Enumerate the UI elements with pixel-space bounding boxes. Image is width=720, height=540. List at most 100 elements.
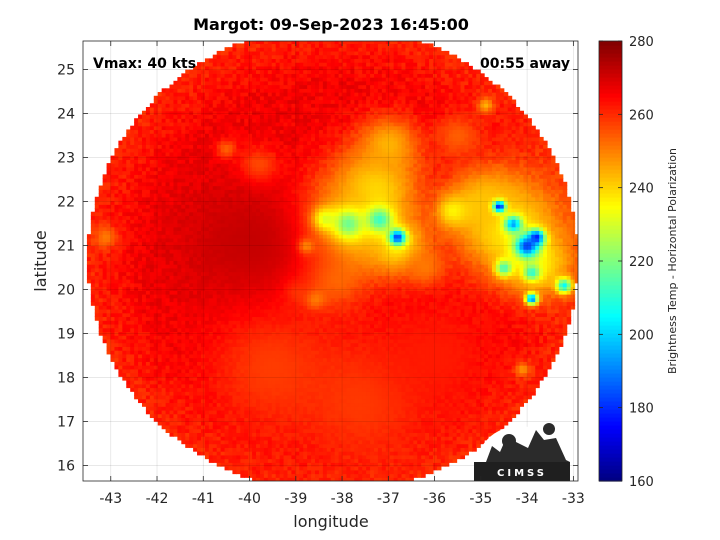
swath-pixel bbox=[452, 439, 458, 445]
swath-pixel bbox=[460, 297, 466, 303]
swath-pixel bbox=[358, 394, 363, 400]
swath-pixel bbox=[417, 409, 422, 415]
swath-pixel bbox=[401, 439, 407, 445]
swath-pixel bbox=[425, 462, 430, 467]
swath-pixel bbox=[503, 305, 509, 310]
swath-pixel bbox=[232, 372, 237, 377]
swath-pixel bbox=[307, 473, 312, 478]
swath-pixel bbox=[220, 391, 226, 396]
swath-pixel bbox=[232, 301, 237, 306]
swath-pixel bbox=[385, 409, 391, 415]
swath-pixel bbox=[244, 394, 249, 400]
swath-pixel bbox=[295, 402, 300, 407]
swath-pixel bbox=[307, 443, 312, 448]
swath-pixel bbox=[248, 320, 253, 325]
swath-pixel bbox=[193, 406, 198, 411]
swath-pixel bbox=[499, 421, 505, 426]
swath-pixel bbox=[385, 320, 391, 325]
swath-pixel bbox=[177, 316, 182, 321]
swath-pixel bbox=[267, 424, 273, 430]
swath-pixel bbox=[185, 372, 190, 377]
swath-pixel bbox=[381, 451, 387, 456]
swath-pixel bbox=[409, 466, 414, 471]
swath-pixel bbox=[311, 372, 316, 377]
swath-pixel bbox=[145, 376, 151, 381]
swath-pixel bbox=[436, 380, 442, 385]
swath-pixel bbox=[228, 301, 234, 306]
swath-pixel bbox=[252, 383, 257, 389]
swath-pixel bbox=[256, 308, 261, 314]
swath-pixel bbox=[507, 353, 513, 359]
swath-pixel bbox=[200, 428, 206, 433]
swath-pixel bbox=[248, 424, 253, 430]
swath-pixel bbox=[299, 320, 304, 325]
swath-pixel bbox=[334, 466, 340, 471]
swath-pixel bbox=[263, 335, 269, 340]
swath-pixel bbox=[523, 376, 528, 381]
swath-pixel bbox=[413, 372, 418, 377]
swath-pixel bbox=[346, 402, 351, 407]
swath-pixel bbox=[275, 368, 281, 374]
swath-pixel bbox=[484, 316, 489, 321]
swath-pixel bbox=[401, 383, 407, 389]
swath-pixel bbox=[484, 428, 489, 433]
swath-pixel bbox=[149, 387, 155, 392]
swath-pixel bbox=[523, 357, 528, 362]
swath-pixel bbox=[259, 443, 265, 448]
swath-pixel bbox=[515, 372, 521, 377]
swath-pixel bbox=[562, 297, 568, 303]
swath-pixel bbox=[342, 312, 348, 318]
swath-pixel bbox=[98, 316, 104, 321]
swath-pixel bbox=[118, 361, 123, 366]
swath-pixel bbox=[503, 323, 509, 329]
swath-pixel bbox=[515, 301, 521, 306]
swath-pixel bbox=[531, 387, 536, 392]
swath-pixel bbox=[240, 316, 245, 321]
swath-pixel bbox=[484, 290, 489, 295]
swath-pixel bbox=[244, 320, 249, 325]
swath-pixel bbox=[98, 286, 104, 291]
swath-pixel bbox=[220, 308, 226, 314]
swath-pixel bbox=[444, 409, 450, 415]
swath-pixel bbox=[495, 398, 501, 404]
swath-pixel bbox=[456, 357, 462, 362]
swath-pixel bbox=[228, 439, 234, 445]
swath-pixel bbox=[208, 398, 214, 404]
swath-pixel bbox=[232, 402, 237, 407]
swath-pixel bbox=[322, 394, 328, 400]
swath-pixel bbox=[515, 365, 521, 370]
swath-pixel bbox=[177, 353, 182, 359]
swath-pixel bbox=[393, 458, 399, 463]
swath-pixel bbox=[263, 402, 269, 407]
swath-pixel bbox=[381, 409, 387, 415]
swath-pixel bbox=[244, 357, 249, 362]
swath-pixel bbox=[350, 398, 355, 404]
swath-pixel bbox=[448, 387, 454, 392]
swath-pixel bbox=[401, 316, 407, 321]
swath-pixel bbox=[334, 462, 340, 467]
swath-pixel bbox=[126, 380, 131, 385]
swath-pixel bbox=[421, 432, 426, 437]
swath-pixel bbox=[141, 301, 147, 306]
swath-pixel bbox=[169, 357, 175, 362]
swath-pixel bbox=[185, 391, 190, 396]
swath-pixel bbox=[409, 320, 414, 325]
swath-pixel bbox=[543, 312, 548, 318]
swath-pixel bbox=[373, 361, 379, 366]
swath-pixel bbox=[346, 294, 351, 299]
swath-pixel bbox=[385, 447, 391, 452]
swath-pixel bbox=[193, 383, 198, 389]
swath-pixel bbox=[220, 443, 226, 448]
swath-pixel bbox=[558, 305, 564, 310]
swath-pixel bbox=[193, 409, 198, 415]
swath-pixel bbox=[562, 290, 568, 295]
swath-pixel bbox=[468, 323, 473, 329]
swath-pixel bbox=[204, 391, 210, 396]
swath-pixel bbox=[311, 312, 316, 318]
swath-pixel bbox=[488, 357, 493, 362]
swath-pixel bbox=[562, 308, 568, 314]
swath-pixel bbox=[460, 350, 466, 355]
swath-pixel bbox=[535, 338, 540, 344]
swath-pixel bbox=[519, 353, 525, 359]
swath-pixel bbox=[240, 421, 245, 426]
